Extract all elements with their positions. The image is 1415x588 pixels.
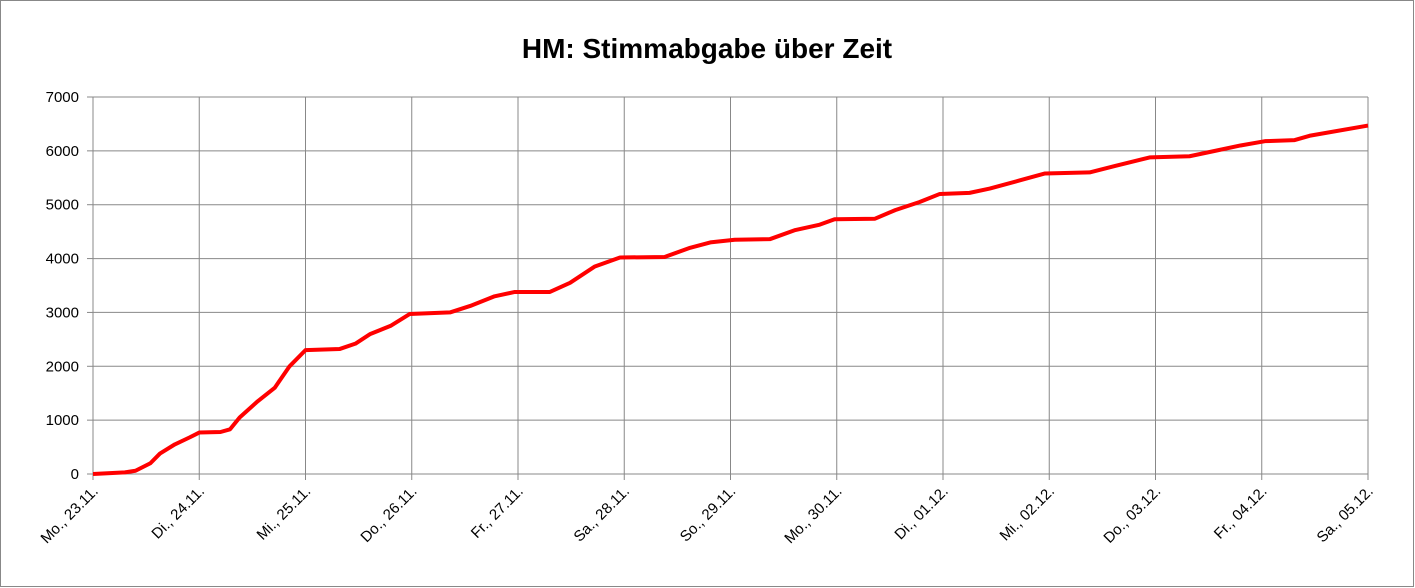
y-tick-label: 6000 xyxy=(46,143,79,160)
y-tick-label: 1000 xyxy=(46,412,79,429)
y-tick-label: 2000 xyxy=(46,358,79,375)
y-tick-label: 3000 xyxy=(46,304,79,321)
y-tick-label: 7000 xyxy=(46,89,79,106)
y-tick-label: 5000 xyxy=(46,197,79,214)
y-tick-label: 0 xyxy=(71,466,79,483)
y-tick-label: 4000 xyxy=(46,251,79,268)
data-line xyxy=(92,123,1369,476)
chart-title: HM: Stimmabgabe über Zeit xyxy=(522,33,892,64)
